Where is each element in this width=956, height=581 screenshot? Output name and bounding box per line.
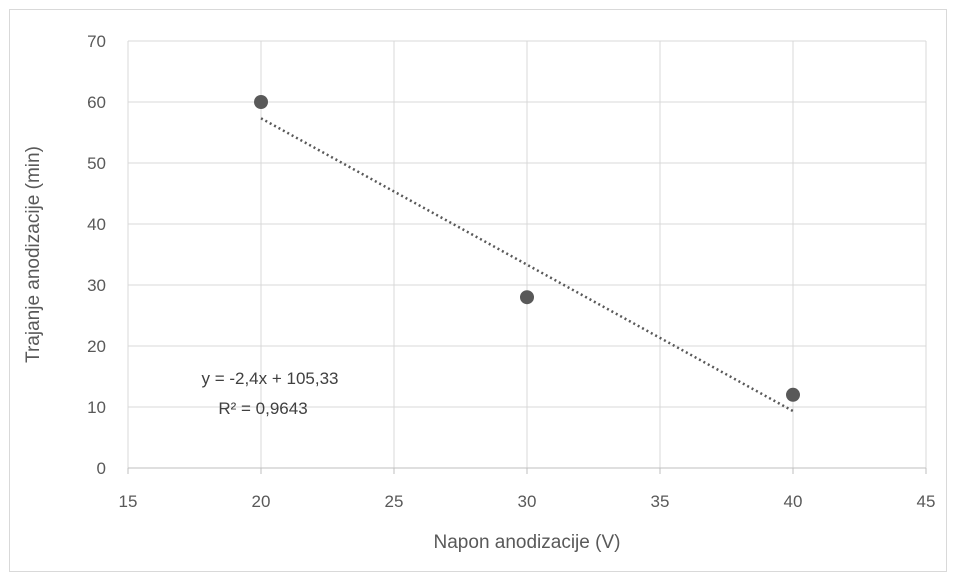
x-tick-label: 40 — [784, 492, 803, 511]
trendline-r2: R² = 0,9643 — [218, 399, 307, 418]
y-tick-label: 40 — [87, 215, 106, 234]
trendline — [260, 117, 794, 413]
y-tick-label: 30 — [87, 276, 106, 295]
x-tick-label: 35 — [651, 492, 670, 511]
y-axis-label: Trajanje anodizacije (min) — [23, 146, 44, 363]
y-tick-label: 70 — [87, 32, 106, 51]
x-tick-label: 15 — [119, 492, 138, 511]
data-points — [254, 95, 800, 402]
data-point — [520, 290, 534, 305]
trendline-equation: y = -2,4x + 105,33 — [201, 369, 338, 388]
data-point — [786, 387, 800, 402]
x-axis-label: Napon anodizacije (V) — [434, 532, 621, 553]
data-point — [254, 95, 268, 109]
y-tick-label: 0 — [97, 459, 106, 478]
x-tick-label: 45 — [917, 492, 936, 511]
x-tick-label: 25 — [385, 492, 404, 511]
gridlines — [127, 40, 927, 468]
y-tick-label: 60 — [87, 93, 106, 112]
y-tick-label: 10 — [87, 398, 106, 417]
axes — [127, 467, 927, 474]
x-tick-label: 30 — [518, 492, 537, 511]
x-tick-label: 20 — [252, 492, 271, 511]
trendline-group — [260, 117, 794, 413]
tick-labels: 0 10 20 30 40 50 60 70 15 20 25 30 35 40 45 — [87, 32, 935, 511]
y-tick-label: 50 — [87, 154, 106, 173]
y-tick-label: 20 — [87, 337, 106, 356]
chart-frame — [9, 9, 947, 572]
